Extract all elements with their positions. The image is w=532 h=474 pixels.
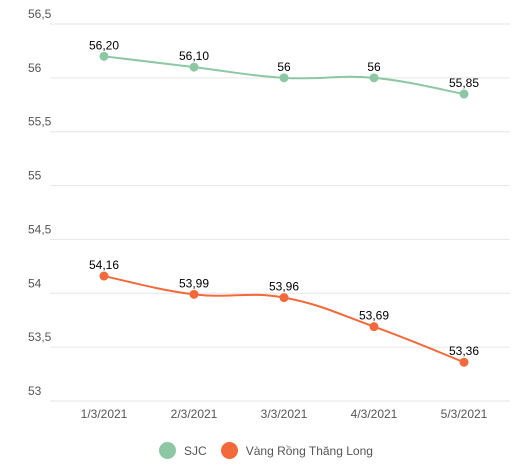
data-point-sjc[interactable] [459,89,469,99]
x-tick-label: 1/3/2021 [81,407,128,421]
legend-marker-sjc [159,442,177,459]
y-tick-label: 54,5 [28,222,52,236]
data-label-vang-rong-thang-long: 53,96 [269,280,299,294]
data-label-sjc: 56 [277,60,291,74]
data-point-sjc[interactable] [189,62,199,72]
y-tick-label: 53 [28,384,42,398]
data-point-vang-rong-thang-long[interactable] [369,322,379,332]
data-point-sjc[interactable] [369,73,379,83]
y-tick-label: 55 [28,169,42,183]
y-tick-label: 53,5 [28,330,52,344]
data-label-sjc: 55,85 [449,76,479,90]
data-point-sjc[interactable] [99,51,109,61]
y-axis-ticks: 53 53,5 54 54,5 55 55,5 56 56,5 [28,7,52,398]
data-point-vang-rong-thang-long[interactable] [279,293,289,303]
x-tick-label: 2/3/2021 [171,407,218,421]
data-label-sjc: 56 [367,60,381,74]
x-tick-label: 4/3/2021 [351,407,398,421]
data-label-sjc: 56,10 [179,49,209,63]
data-point-vang-rong-thang-long[interactable] [459,357,469,367]
data-label-vang-rong-thang-long: 53,36 [449,344,479,358]
y-tick-label: 54 [28,276,42,290]
data-label-vang-rong-thang-long: 53,69 [359,309,389,323]
series-points [99,51,469,367]
y-tick-label: 56,5 [28,7,52,21]
legend-marker-vang-rong-thang-long [220,442,238,459]
data-labels: 56,20 56,10 56 56 55,85 54,16 53,99 53,96 53,69 5… [89,38,479,358]
data-point-sjc[interactable] [279,73,289,83]
legend-item-sjc[interactable]: SJC [159,442,207,459]
y-tick-label: 56 [28,61,42,75]
legend-item-vang-rong-thang-long[interactable]: Vàng Rồng Thăng Long [220,442,373,459]
data-label-vang-rong-thang-long: 53,99 [179,276,209,290]
x-tick-label: 5/3/2021 [441,407,488,421]
series-lines [103,55,465,364]
x-tick-label: 3/3/2021 [261,407,308,421]
data-label-vang-rong-thang-long: 54,16 [89,258,119,272]
data-point-vang-rong-thang-long[interactable] [189,289,199,299]
legend: SJC Vàng Rồng Thăng Long [0,442,532,459]
grid-lines [50,23,510,402]
y-tick-label: 55,5 [28,115,52,129]
legend-label-sjc: SJC [184,443,207,458]
x-axis-ticks: 1/3/2021 2/3/2021 3/3/2021 4/3/2021 5/3/2021 [81,407,488,421]
data-label-sjc: 56,20 [89,38,119,52]
legend-label-vang-rong-thang-long: Vàng Rồng Thăng Long [245,443,373,458]
data-point-vang-rong-thang-long[interactable] [99,271,109,281]
